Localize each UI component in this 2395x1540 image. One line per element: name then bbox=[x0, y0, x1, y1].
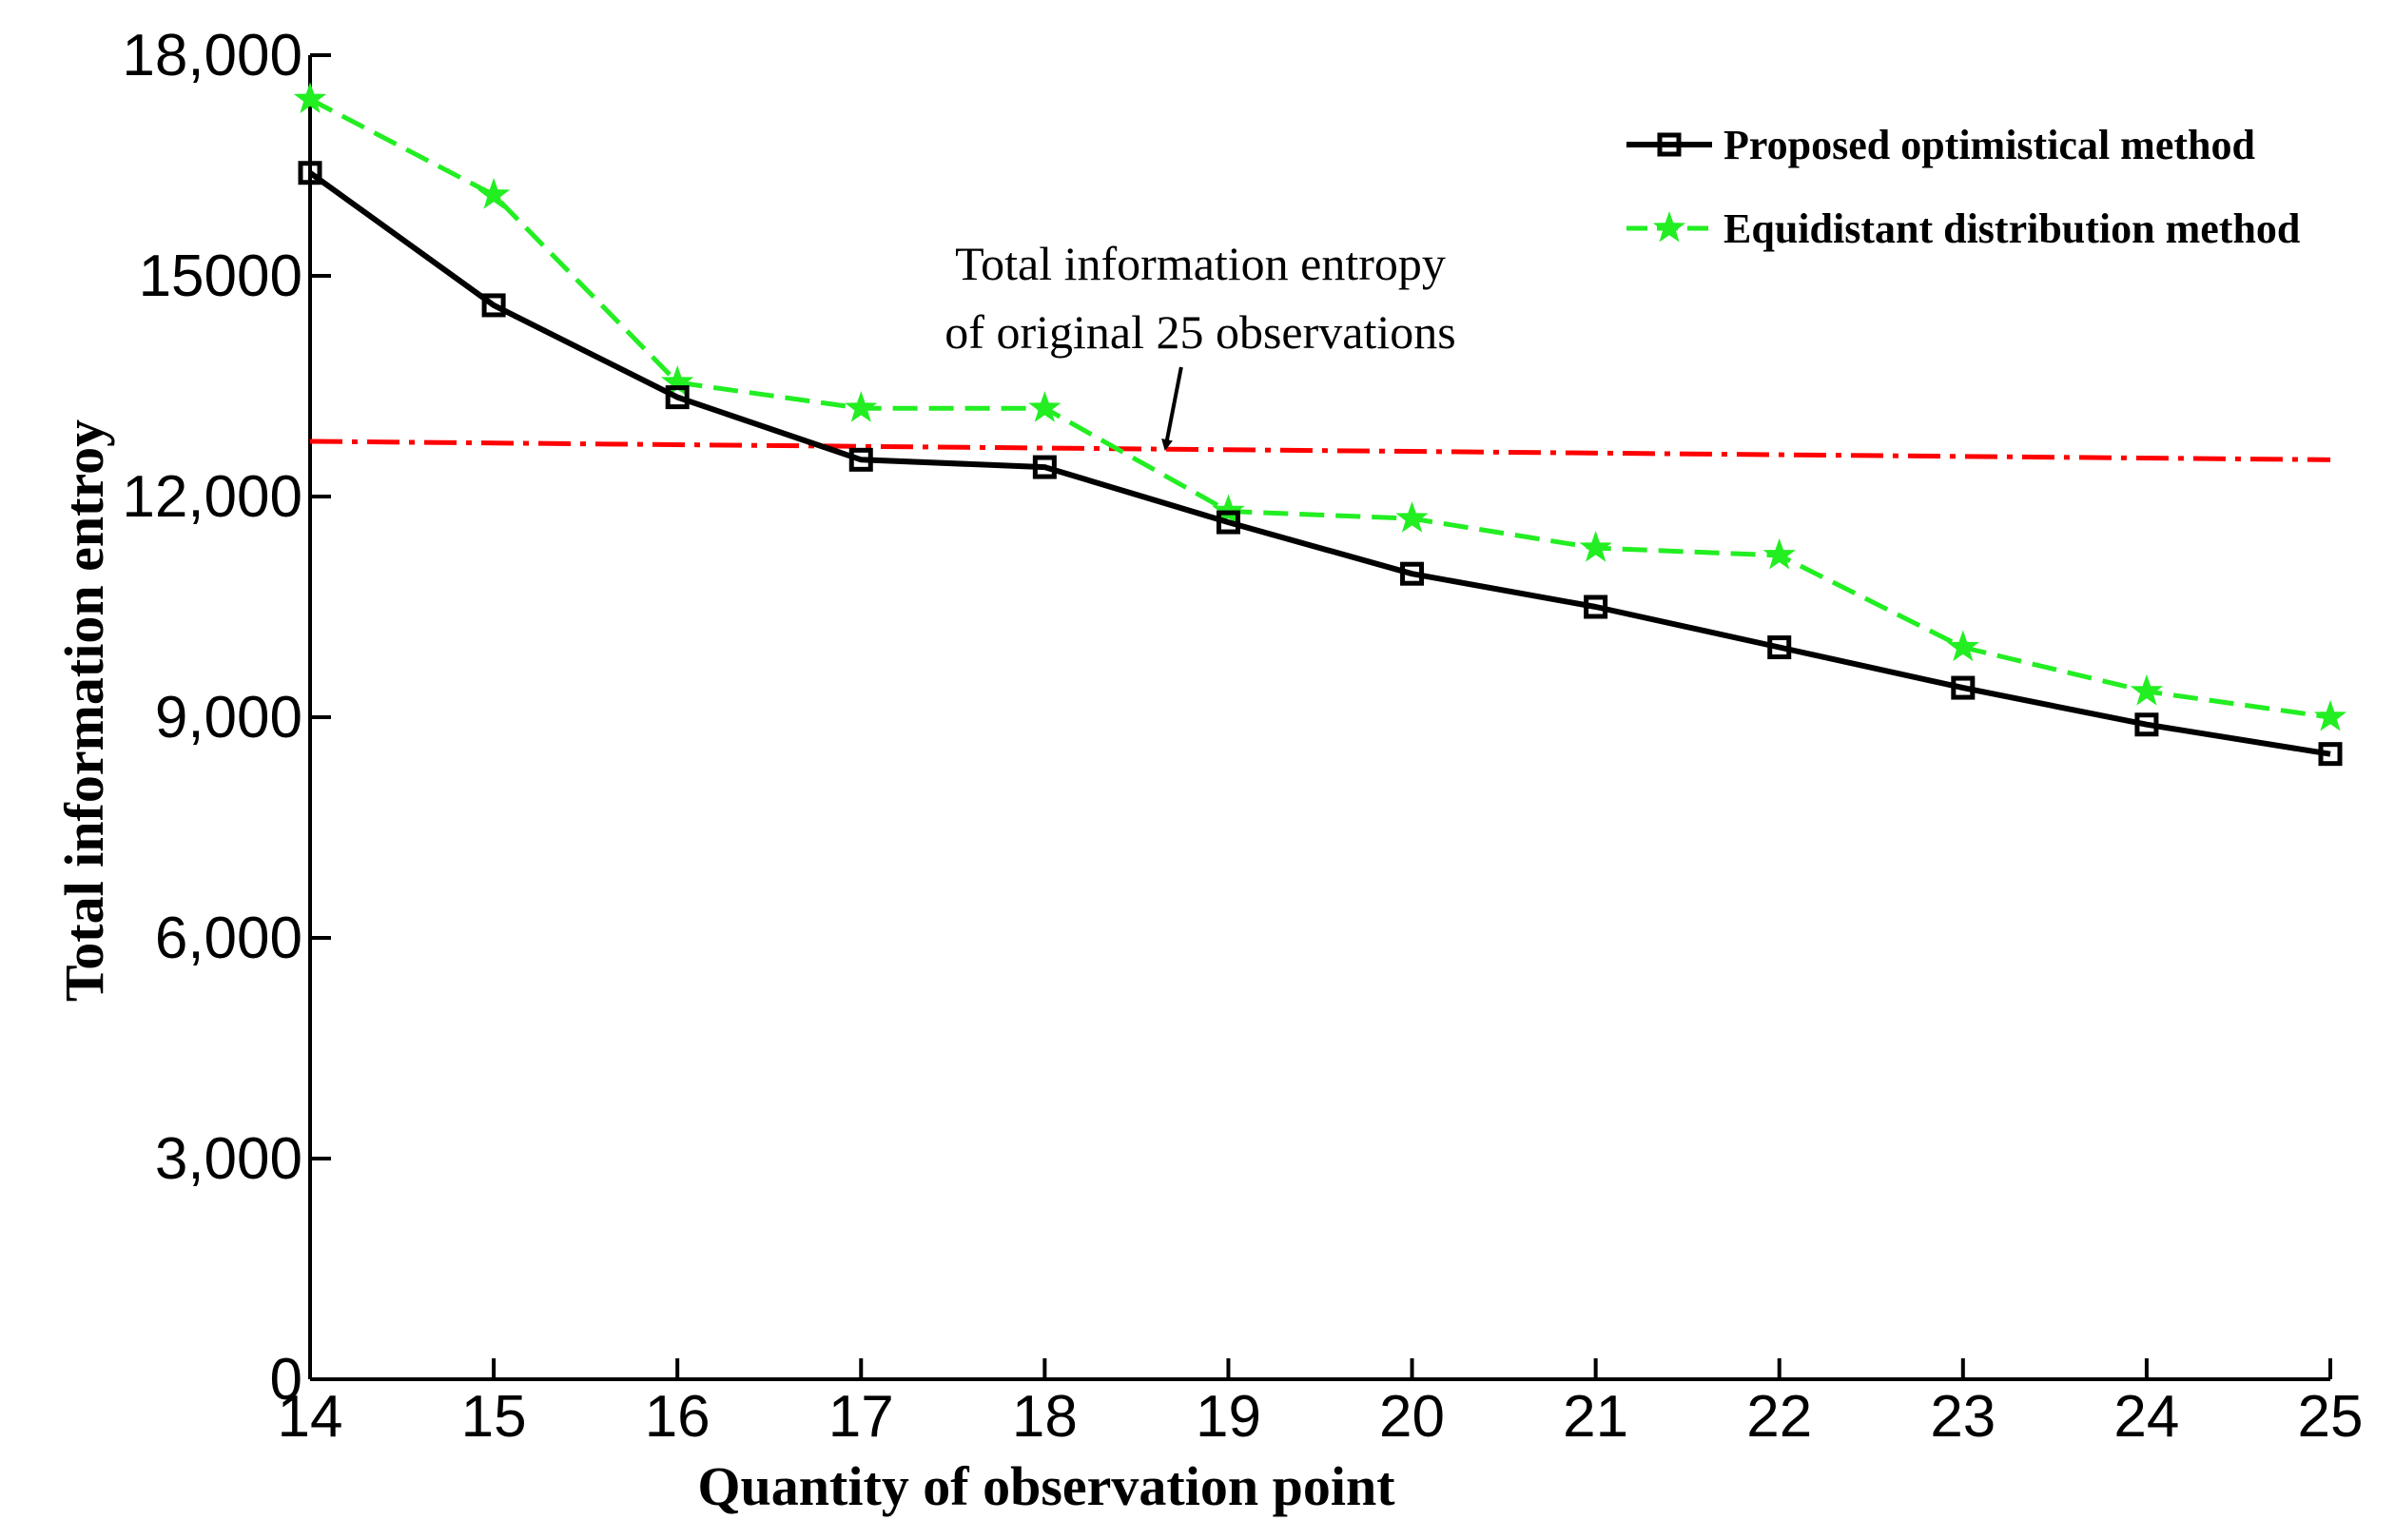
star-marker bbox=[2313, 699, 2347, 731]
y-tick-label: 12,000 bbox=[122, 464, 302, 530]
annotation-line-1: Total information entropy bbox=[955, 237, 1446, 290]
square-marker bbox=[1584, 595, 1608, 619]
x-tick-label: 20 bbox=[1379, 1384, 1445, 1450]
star-marker bbox=[845, 391, 878, 422]
x-tick-label: 22 bbox=[1746, 1384, 1812, 1450]
y-tick-label: 18,000 bbox=[122, 23, 302, 88]
star-marker bbox=[2130, 673, 2164, 706]
y-tick-label: 3,000 bbox=[155, 1126, 302, 1192]
series-line bbox=[308, 170, 2331, 757]
x-tick-label: 14 bbox=[278, 1384, 343, 1450]
y-ticks: 0 3,000 6,000 9,000 12,000 15000 18,000 bbox=[122, 23, 331, 1413]
x-tick-label: 17 bbox=[828, 1384, 894, 1450]
legend: Proposed optimistical method Equidistant … bbox=[1626, 122, 2300, 252]
series-layer bbox=[293, 82, 2347, 767]
star-marker bbox=[1028, 391, 1061, 422]
y-tick-label: 9,000 bbox=[155, 685, 302, 751]
annotation: Total information entropy of original 25… bbox=[944, 237, 1456, 451]
annotation-line-2: of original 25 observations bbox=[944, 305, 1455, 359]
annotation-arrow bbox=[1161, 366, 1183, 451]
y-tick-label: 0 bbox=[270, 1347, 302, 1413]
star-marker bbox=[1762, 537, 1796, 570]
x-tick-label: 24 bbox=[2113, 1384, 2179, 1450]
legend-label: Equidistant distribution method bbox=[1723, 205, 2300, 252]
x-tick-label: 19 bbox=[1196, 1384, 1261, 1450]
legend-label: Proposed optimistical method bbox=[1723, 122, 2255, 168]
square-marker bbox=[1767, 635, 1792, 660]
series-group bbox=[298, 161, 2343, 767]
square-marker bbox=[848, 447, 873, 472]
square-marker bbox=[481, 293, 506, 318]
star-marker bbox=[1579, 531, 1612, 562]
star-marker bbox=[1212, 494, 1245, 526]
x-axis-title: Quantity of observation point bbox=[697, 1455, 1395, 1517]
x-tick-label: 16 bbox=[645, 1384, 711, 1450]
x-tick-label: 15 bbox=[461, 1384, 527, 1450]
x-tick-label: 21 bbox=[1563, 1384, 1628, 1450]
square-marker bbox=[1400, 561, 1425, 586]
y-tick-label: 6,000 bbox=[155, 906, 302, 971]
series-line bbox=[308, 97, 2331, 720]
x-ticks: 14 15 16 17 18 19 20 21 22 23 24 25 bbox=[278, 1358, 2364, 1450]
square-marker bbox=[2318, 742, 2343, 767]
square-marker bbox=[298, 161, 322, 185]
star-marker bbox=[1946, 630, 1980, 662]
reference-line bbox=[309, 439, 2331, 462]
square-marker bbox=[1657, 132, 1682, 157]
series-group bbox=[293, 82, 2347, 731]
square-marker bbox=[2134, 712, 2159, 737]
square-marker bbox=[665, 385, 690, 410]
reference-line-path bbox=[309, 439, 2331, 462]
y-axis-title: Total information entroy bbox=[53, 419, 115, 1002]
star-marker bbox=[477, 177, 511, 209]
star-marker bbox=[293, 82, 327, 113]
y-tick-label: 15000 bbox=[139, 244, 302, 309]
x-tick-label: 18 bbox=[1012, 1384, 1078, 1450]
square-marker bbox=[1032, 455, 1057, 479]
star-marker bbox=[1395, 501, 1429, 533]
star-marker bbox=[1652, 210, 1686, 243]
x-tick-label: 25 bbox=[2298, 1384, 2364, 1450]
x-tick-label: 23 bbox=[1930, 1384, 1996, 1450]
square-marker bbox=[1216, 510, 1240, 535]
square-marker bbox=[1951, 675, 1976, 700]
